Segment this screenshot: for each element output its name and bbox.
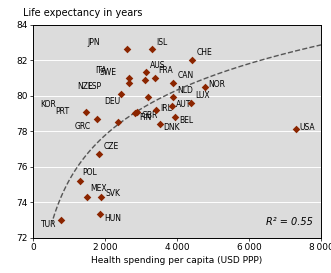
Text: CZE: CZE [104,142,119,151]
Text: KOR: KOR [40,100,56,109]
Text: NLD: NLD [178,85,194,94]
Text: AUS: AUS [150,61,166,70]
Text: GRC: GRC [74,121,91,130]
Text: ITA: ITA [95,66,107,75]
Point [125,47,130,52]
Text: AUT: AUT [176,100,192,109]
Point [99,194,104,199]
Point [126,76,131,80]
Point [171,95,176,99]
Text: LUX: LUX [196,91,210,100]
Text: HUN: HUN [105,214,121,223]
Point [169,104,175,108]
Text: CAN: CAN [177,71,194,80]
Point [84,109,89,114]
X-axis label: Health spending per capita (USD PPP): Health spending per capita (USD PPP) [91,256,263,265]
Point [135,109,140,114]
Text: IRL: IRL [161,103,172,112]
Text: Life expectancy in years: Life expectancy in years [23,8,143,18]
Point [142,78,147,82]
Text: SVK: SVK [106,189,121,198]
Point [172,115,177,119]
Point [171,81,176,85]
Point [126,81,132,85]
Point [293,127,298,132]
Point [77,179,82,183]
Point [202,85,207,89]
Point [189,100,194,105]
Text: FRA: FRA [159,66,173,75]
Text: DNK: DNK [164,123,180,132]
Text: NZL: NZL [77,82,93,91]
Text: USA: USA [300,123,315,132]
Text: BEL: BEL [179,116,193,125]
Point [58,218,64,222]
Text: R² = 0.55: R² = 0.55 [265,217,312,227]
Text: JPN: JPN [87,38,100,47]
Point [143,70,149,75]
Point [146,95,151,99]
Text: DEU: DEU [104,97,120,106]
Text: CHE: CHE [196,48,212,57]
Text: SWE: SWE [100,68,117,77]
Text: TUR: TUR [41,221,57,230]
Point [157,122,162,126]
Text: ESP: ESP [87,82,101,91]
Point [118,92,123,96]
Text: POL: POL [83,168,97,177]
Text: MEX: MEX [90,183,107,192]
Point [133,111,138,115]
Point [97,152,102,156]
Text: NOR: NOR [209,81,226,90]
Text: GBR: GBR [142,111,158,120]
Text: ISL: ISL [157,38,168,47]
Text: FIN: FIN [139,113,152,122]
Point [152,76,157,80]
Point [116,120,121,124]
Point [150,47,155,52]
Point [98,212,103,217]
Text: PRT: PRT [55,107,70,116]
Point [95,117,100,121]
Point [84,194,90,199]
Point [154,108,159,112]
Point [189,58,195,62]
